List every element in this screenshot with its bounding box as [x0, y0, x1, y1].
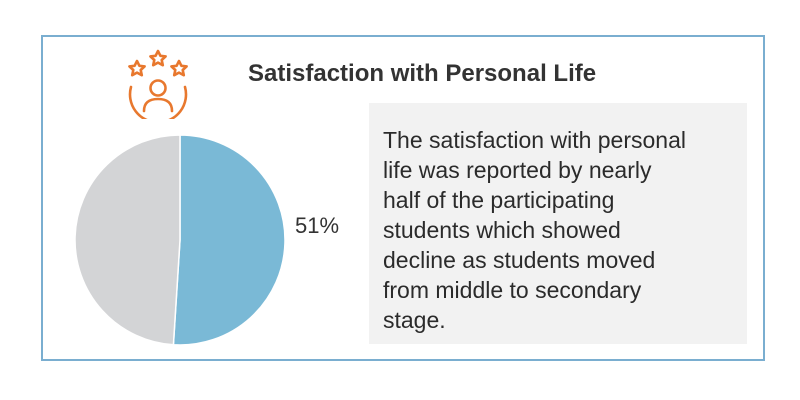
description-panel: The satisfaction with personal life was … [369, 103, 747, 344]
person-with-stars-icon [128, 49, 188, 119]
pie-slice-0 [172, 134, 286, 346]
pie-chart [74, 134, 286, 346]
slice-label-satisfied: 51% [295, 213, 340, 238]
description-text: The satisfaction with personal life was … [383, 127, 686, 333]
chart-title: Satisfaction with Personal Life [248, 60, 597, 87]
pie-slice-1 [74, 134, 181, 346]
